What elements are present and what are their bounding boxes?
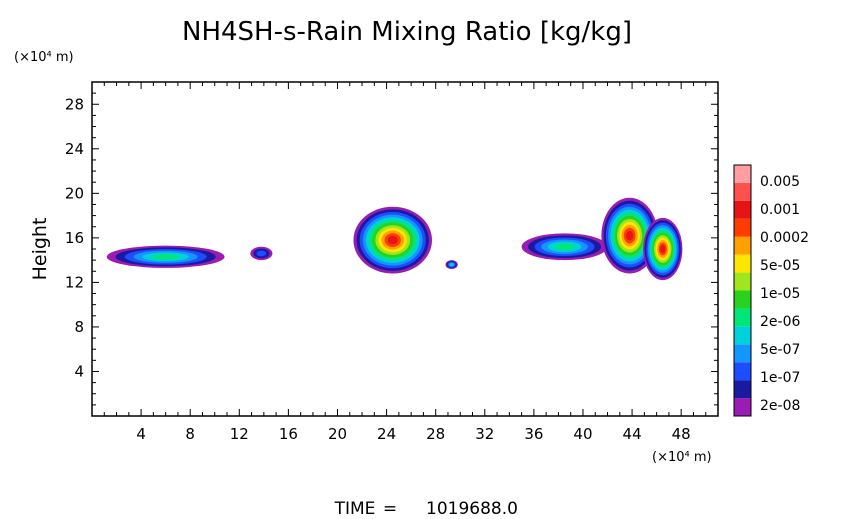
colorbar-swatch [734,362,751,381]
chart-title: NH4SH-s-Rain Mixing Ratio [kg/kg] [182,17,632,47]
colorbar-swatch [734,380,751,399]
y-unit-label: (×10⁴ m) [14,50,74,65]
cloud-contour [151,254,180,260]
x-tick-label: 28 [426,425,445,443]
x-tick-label: 36 [524,425,543,443]
x-unit-label: (×10⁴ m) [652,450,712,465]
cloud-contour [256,250,267,257]
time-value: 1019688.0 [426,499,518,519]
colorbar: 0.005 0.001 0.0002 5e-05 1e-05 2e-06 5e-07 1e-0… [733,164,809,417]
x-tick-label: 16 [279,425,298,443]
colorbar-swatch [734,200,751,219]
cloud-contour [626,230,634,241]
colorbar-swatch [734,236,751,255]
y-tick-label: 20 [65,184,84,202]
cloud-region [521,233,608,261]
x-tick-label: 8 [185,425,195,443]
y-tick-label: 8 [74,318,84,336]
colorbar-swatch [734,272,751,291]
colorbar-label: 2e-06 [760,314,800,330]
cloud-region [106,245,225,268]
colorbar-label: 0.0002 [760,230,809,246]
x-tick-label: 20 [328,425,347,443]
cloud-region [643,217,683,281]
colorbar-swatch [734,326,751,345]
y-axis-label: Height [29,218,51,281]
x-tick-label: 24 [377,425,396,443]
cloud-region [445,260,458,270]
colorbar-label: 1e-07 [760,370,800,386]
y-tick-label: 16 [65,229,84,247]
cloud-region [353,206,433,274]
colorbar-label: 5e-05 [760,258,800,274]
y-tick-label: 28 [65,95,84,113]
colorbar-swatch [734,165,751,183]
clouds-layer [106,197,683,281]
colorbar-swatch [734,344,751,363]
y-tick-label: 24 [65,140,84,158]
colorbar-label: 2e-08 [760,398,800,414]
cloud-contour [660,245,666,253]
colorbar-swatch [734,254,751,273]
colorbar-swatch [734,290,751,309]
cloud-contour [449,263,454,266]
colorbar-swatch [734,308,751,327]
x-tick-label: 32 [475,425,494,443]
x-ticks: 4 8 12 16 20 24 28 32 36 40 44 48 [103,82,707,443]
x-tick-label: 48 [672,425,691,443]
colorbar-label: 0.001 [760,202,800,218]
x-tick-label: 40 [573,425,592,443]
colorbar-frame [733,164,752,417]
colorbar-label: 5e-07 [760,342,800,358]
cloud-contour [554,243,575,251]
colorbar-label: 0.005 [760,174,800,190]
x-tick-label: 4 [136,425,146,443]
y-tick-label: 4 [74,362,84,380]
y-tick-label: 12 [65,273,84,291]
time-label: TIME [334,499,376,519]
colorbar-label: 1e-05 [760,286,800,302]
colorbar-swatch [734,398,751,416]
y-ticks: 4 8 12 16 20 24 28 [65,92,718,406]
colorbar-swatch [734,218,751,237]
cloud-contour [387,235,398,245]
x-tick-label: 44 [623,425,642,443]
x-tick-label: 12 [230,425,249,443]
time-equals: = [383,499,397,519]
cloud-region [250,246,273,261]
colorbar-swatch [734,182,751,201]
